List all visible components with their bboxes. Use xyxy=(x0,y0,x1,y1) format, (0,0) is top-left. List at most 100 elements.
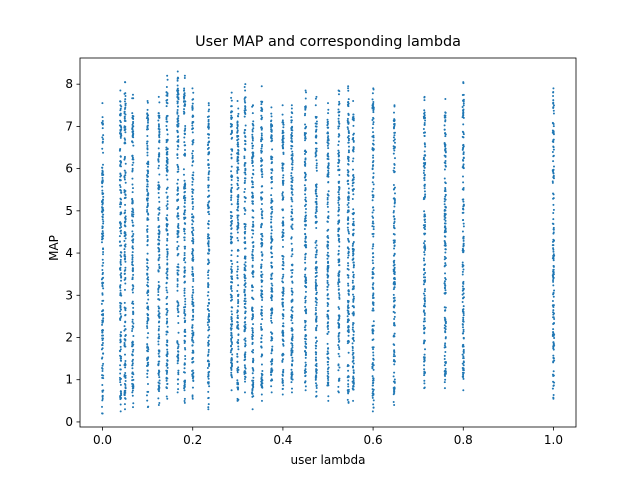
data-point xyxy=(132,335,135,338)
data-point xyxy=(271,208,274,211)
data-point xyxy=(157,112,160,115)
data-point xyxy=(346,247,349,250)
data-point xyxy=(243,111,246,114)
data-point xyxy=(260,103,263,106)
data-point xyxy=(281,194,284,197)
data-point xyxy=(146,382,149,385)
data-point xyxy=(347,228,350,231)
data-point xyxy=(236,353,239,356)
data-point xyxy=(314,375,317,378)
data-point xyxy=(462,104,465,107)
data-point xyxy=(326,370,329,373)
data-point xyxy=(462,314,465,317)
data-point xyxy=(157,125,160,128)
data-point xyxy=(270,274,273,277)
data-point xyxy=(282,315,285,318)
data-point xyxy=(251,253,254,256)
data-point xyxy=(176,271,179,274)
data-point xyxy=(119,147,122,150)
data-point xyxy=(166,186,169,189)
data-point xyxy=(337,120,340,123)
data-point xyxy=(229,351,232,354)
data-point xyxy=(551,387,554,390)
data-point xyxy=(252,210,255,213)
data-point xyxy=(372,364,375,367)
data-point xyxy=(422,324,425,327)
data-point xyxy=(314,241,317,244)
data-point xyxy=(184,355,187,358)
data-point xyxy=(315,164,318,167)
data-point xyxy=(393,273,396,276)
data-point xyxy=(326,381,329,384)
data-point xyxy=(443,324,446,327)
data-point xyxy=(119,304,122,307)
data-point xyxy=(392,400,395,403)
data-point xyxy=(314,97,317,100)
data-point xyxy=(191,377,194,380)
data-point xyxy=(146,175,149,178)
data-point xyxy=(244,264,247,267)
data-point xyxy=(444,367,447,370)
data-point xyxy=(423,240,426,243)
data-point xyxy=(131,170,134,173)
data-point xyxy=(314,278,317,281)
data-point xyxy=(119,312,122,315)
data-point xyxy=(326,288,329,291)
data-point xyxy=(191,361,194,364)
data-point xyxy=(423,297,426,300)
data-point xyxy=(347,89,350,92)
data-point xyxy=(327,379,330,382)
data-point xyxy=(443,258,446,261)
data-point xyxy=(231,376,234,379)
data-point xyxy=(326,243,329,246)
data-point xyxy=(230,178,233,181)
data-point xyxy=(314,136,317,139)
data-point xyxy=(166,321,169,324)
data-point xyxy=(124,196,127,199)
data-point xyxy=(176,102,179,105)
data-point xyxy=(423,143,426,146)
data-point xyxy=(290,391,293,394)
data-point xyxy=(183,194,186,197)
data-point xyxy=(290,348,293,351)
data-point xyxy=(462,225,465,228)
data-point xyxy=(303,176,306,179)
data-point xyxy=(393,120,396,123)
data-point xyxy=(347,131,350,134)
data-point xyxy=(282,290,285,293)
data-point xyxy=(315,166,318,169)
data-point xyxy=(270,240,273,243)
data-point xyxy=(315,368,318,371)
data-point xyxy=(165,91,168,94)
data-point xyxy=(177,371,180,374)
data-point xyxy=(158,335,161,338)
data-point xyxy=(347,264,350,267)
data-point xyxy=(291,166,294,169)
data-point xyxy=(191,154,194,157)
data-point xyxy=(244,257,247,260)
data-point xyxy=(351,160,354,163)
data-point xyxy=(243,273,246,276)
data-point xyxy=(393,276,396,279)
data-point xyxy=(207,339,210,342)
data-point xyxy=(183,308,186,311)
data-point xyxy=(371,92,374,95)
data-point xyxy=(337,249,340,252)
data-point xyxy=(337,125,340,128)
data-point xyxy=(371,196,374,199)
data-point xyxy=(244,149,247,152)
data-point xyxy=(166,291,169,294)
data-point xyxy=(351,233,354,236)
data-point xyxy=(236,341,239,344)
data-point xyxy=(131,284,134,287)
data-point xyxy=(146,151,149,154)
data-point xyxy=(119,372,122,375)
data-point xyxy=(552,238,555,241)
data-point xyxy=(236,270,239,273)
data-point xyxy=(552,271,555,274)
data-point xyxy=(444,119,447,122)
data-point xyxy=(372,216,375,219)
data-point xyxy=(243,338,246,341)
data-point xyxy=(183,205,186,208)
data-point xyxy=(131,199,134,202)
